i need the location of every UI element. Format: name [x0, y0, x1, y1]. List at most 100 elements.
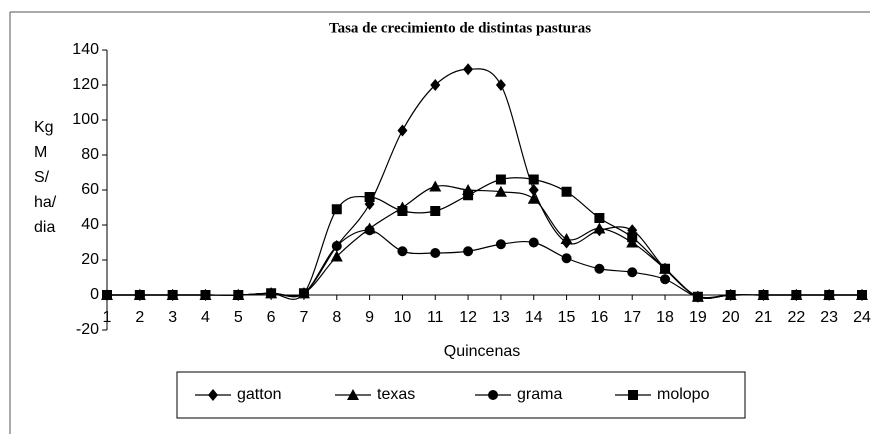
x-tick-label: 9	[365, 309, 374, 326]
x-tick-label: 5	[234, 309, 243, 326]
x-tick-label: 11	[427, 309, 444, 326]
data-point	[463, 63, 474, 76]
x-tick-label: 6	[267, 309, 276, 326]
x-tick-label: 16	[590, 309, 608, 326]
y-axis-label: dia	[34, 219, 55, 236]
x-tick-label: 14	[525, 309, 543, 326]
data-point	[758, 290, 769, 300]
data-point	[594, 213, 605, 223]
x-tick-label: 15	[558, 309, 576, 326]
y-tick-label: 80	[81, 146, 99, 163]
data-point	[430, 206, 441, 216]
data-point	[494, 185, 507, 197]
y-axis-label: S/	[34, 169, 50, 186]
data-point	[791, 290, 802, 300]
series-line	[107, 177, 862, 300]
legend-label: grama	[517, 386, 562, 403]
data-point	[561, 186, 572, 197]
data-point	[725, 290, 736, 300]
data-point	[463, 246, 474, 257]
data-point	[528, 174, 539, 185]
data-point	[463, 190, 474, 201]
data-point	[528, 237, 539, 248]
x-tick-label: 22	[787, 309, 805, 326]
data-point	[102, 290, 112, 300]
y-axis-label: ha/	[34, 194, 57, 211]
legend-marker	[208, 389, 218, 401]
data-point	[660, 263, 671, 274]
data-point	[627, 267, 638, 278]
x-tick-label: 19	[689, 309, 707, 326]
data-point	[430, 248, 441, 258]
x-tick-label: 17	[623, 309, 641, 326]
x-tick-label: 23	[820, 309, 838, 326]
y-tick-label: 40	[81, 216, 99, 233]
x-tick-label: 20	[722, 309, 740, 326]
data-point	[527, 192, 540, 204]
data-point	[167, 290, 178, 300]
x-tick-label: 1	[103, 309, 112, 326]
y-tick-label: 140	[72, 41, 99, 58]
series-line	[107, 229, 862, 299]
data-point	[233, 290, 244, 300]
x-tick-label: 13	[492, 309, 510, 326]
data-point	[397, 206, 408, 216]
x-tick-label: 2	[135, 309, 144, 326]
data-point	[627, 232, 638, 243]
data-point	[560, 233, 573, 244]
data-point	[660, 274, 671, 285]
data-point	[331, 241, 342, 251]
data-point	[594, 263, 605, 274]
data-point	[364, 225, 375, 236]
y-axis-label: M	[34, 144, 47, 161]
legend-marker	[347, 389, 359, 400]
data-point	[298, 288, 309, 299]
data-point	[397, 246, 408, 257]
y-axis-label: Kg	[34, 119, 54, 136]
legend-box	[176, 371, 746, 419]
series-line	[107, 68, 862, 299]
data-point	[364, 192, 375, 202]
data-point	[430, 79, 441, 91]
x-tick-label: 7	[300, 309, 309, 326]
data-point	[561, 253, 572, 264]
y-tick-label: 120	[72, 76, 99, 93]
x-axis-label: Quincenas	[444, 343, 521, 360]
x-tick-label: 24	[853, 309, 871, 326]
x-tick-label: 18	[656, 309, 674, 326]
x-tick-label: 12	[459, 309, 477, 326]
x-tick-label: 3	[168, 309, 177, 326]
data-point	[495, 174, 506, 185]
data-point	[495, 239, 506, 250]
x-tick-label: 4	[201, 309, 210, 326]
legend-label: molopo	[657, 386, 710, 403]
data-point	[692, 291, 703, 302]
y-tick-label: 0	[90, 286, 99, 303]
legend-label: texas	[377, 386, 415, 403]
data-point	[134, 290, 145, 300]
legend-marker	[628, 390, 638, 400]
data-point	[266, 288, 277, 299]
y-tick-label: 100	[72, 111, 99, 128]
y-tick-label: -20	[76, 321, 99, 338]
chart-title: Tasa de crecimiento de distintas pastura…	[329, 20, 591, 36]
data-point	[397, 124, 408, 137]
data-point	[528, 184, 539, 196]
data-point	[429, 180, 442, 192]
x-tick-label: 8	[332, 309, 341, 326]
y-tick-label: 20	[81, 251, 99, 268]
data-point	[857, 290, 867, 300]
series-line	[107, 185, 862, 299]
data-point	[495, 79, 506, 91]
x-tick-label: 10	[394, 309, 412, 326]
data-point	[593, 222, 606, 234]
data-point	[330, 250, 343, 262]
x-tick-label: 21	[755, 309, 773, 326]
y-tick-label: 60	[81, 181, 99, 198]
legend-label: gatton	[237, 386, 281, 403]
data-point	[824, 290, 835, 300]
data-point	[331, 204, 342, 215]
legend-marker	[488, 390, 498, 400]
